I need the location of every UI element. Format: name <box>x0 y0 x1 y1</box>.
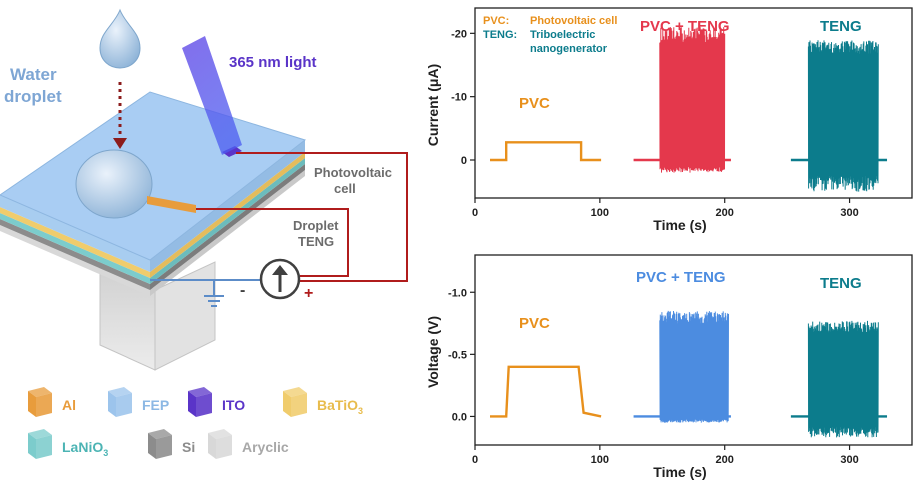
x-tick-label: 100 <box>591 454 609 466</box>
series-teng-burst <box>807 40 879 192</box>
water-droplet-label-2: droplet <box>4 87 62 106</box>
legend-cube-si <box>148 429 172 459</box>
minus-sign: - <box>240 282 245 299</box>
legend-cube-al <box>28 387 52 417</box>
x-tick-label: 300 <box>840 454 858 466</box>
y-tick-label: 0 <box>461 155 467 167</box>
legend-teng-key: TENG: <box>483 29 517 41</box>
voltage-chart: 0 100 200 300 0.0 -0.5 -1.0 Voltage (V) Time (… <box>425 254 913 480</box>
y-tick-label: -0.5 <box>448 349 467 361</box>
legend-label-batio3: BaTiO3 <box>317 397 363 416</box>
surface-droplet <box>75 149 153 219</box>
series-pvc-line <box>490 141 602 162</box>
current-source <box>259 258 301 300</box>
legend-label-lanio3: LaNiO3 <box>62 439 108 458</box>
legend-teng-text-2: nanogenerator <box>530 43 608 55</box>
device-diagram: Water droplet 365 nm light Photovoltaic … <box>0 8 408 371</box>
water-droplet-label-1: Water <box>10 65 57 84</box>
voltage-label-teng: TENG <box>820 275 862 292</box>
legend-pvc-text: Photovoltaic cell <box>530 15 617 27</box>
current-label-teng: TENG <box>820 18 862 35</box>
series-pvc-line <box>490 365 602 418</box>
legend-label-acrylic: Aryclic <box>242 439 289 455</box>
circuit-wires <box>150 152 408 307</box>
current-label-pvc-teng: PVC + TENG <box>640 18 730 35</box>
y-tick-label: -1.0 <box>448 287 467 299</box>
photovoltaic-label-2: cell <box>334 181 356 196</box>
legend-cube-acrylic <box>208 429 232 459</box>
series-pvc-teng-burst <box>659 26 726 173</box>
legend-cube-fep <box>108 387 132 417</box>
y-tick-label: -10 <box>451 92 467 104</box>
droplet-teng-label-2: TENG <box>298 234 334 249</box>
series-teng-burst <box>807 320 879 438</box>
current-ylabel: Current (μA) <box>425 64 441 146</box>
plus-sign: + <box>304 285 313 302</box>
droplet-teng-label-1: Droplet <box>293 218 339 233</box>
layer-stack <box>0 91 307 296</box>
current-xlabel: Time (s) <box>653 217 706 233</box>
legend-label-si: Si <box>182 439 195 455</box>
x-tick-label: 0 <box>472 454 478 466</box>
legend-teng-text-1: Triboelectric <box>530 29 595 41</box>
ito-pad <box>222 146 242 157</box>
x-tick-label: 200 <box>716 207 734 219</box>
voltage-label-pvc: PVC <box>519 315 550 332</box>
legend-pvc-key: PVC: <box>483 15 509 27</box>
legend-cube-ito <box>188 387 212 417</box>
legend-label-ito: ITO <box>222 397 245 413</box>
series-pvc-teng-burst <box>659 310 729 423</box>
x-tick-label: 200 <box>716 454 734 466</box>
al-electrode <box>147 196 196 213</box>
current-label-pvc: PVC <box>519 95 550 112</box>
y-tick-label: -20 <box>451 28 467 40</box>
light-beam <box>182 36 242 155</box>
y-tick-label: 0.0 <box>452 411 467 423</box>
voltage-plot-frame <box>474 254 913 446</box>
x-tick-label: 100 <box>591 207 609 219</box>
falling-droplet <box>99 8 141 149</box>
light-label: 365 nm light <box>229 54 317 71</box>
legend-cube-lanio3 <box>28 429 52 459</box>
material-legend: Al FEP ITO BaTiO3 LaNiO3 Si Aryclic <box>28 387 363 459</box>
legend-label-fep: FEP <box>142 397 169 413</box>
x-tick-label: 300 <box>840 207 858 219</box>
voltage-ylabel: Voltage (V) <box>425 316 441 388</box>
current-plot-frame <box>474 7 913 199</box>
voltage-label-pvc-teng: PVC + TENG <box>636 269 726 286</box>
x-tick-label: 0 <box>472 207 478 219</box>
legend-cube-batio3 <box>283 387 307 417</box>
legend-label-al: Al <box>62 397 76 413</box>
photovoltaic-label-1: Photovoltaic <box>314 165 392 180</box>
voltage-xlabel: Time (s) <box>653 464 706 480</box>
